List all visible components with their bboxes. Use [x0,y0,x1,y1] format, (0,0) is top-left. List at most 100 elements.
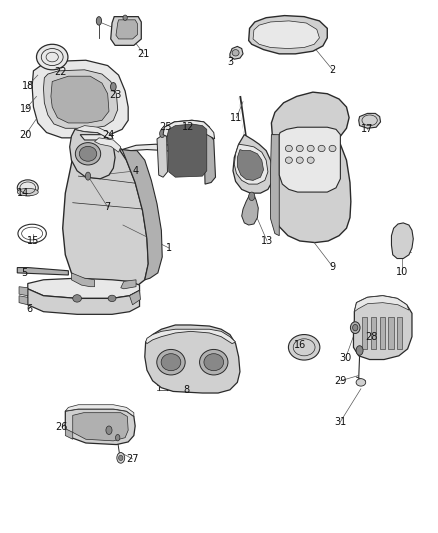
Ellipse shape [350,322,360,334]
Text: 4: 4 [133,166,139,176]
Polygon shape [73,413,128,441]
Polygon shape [249,15,327,54]
Polygon shape [65,429,73,439]
Polygon shape [51,76,109,123]
Polygon shape [63,135,148,289]
Ellipse shape [85,172,91,180]
Polygon shape [234,144,268,184]
Ellipse shape [286,146,292,152]
Ellipse shape [356,346,363,356]
Polygon shape [380,317,385,349]
Polygon shape [65,405,134,416]
Text: 31: 31 [334,417,346,427]
Text: 13: 13 [261,236,273,246]
Ellipse shape [307,157,314,164]
Text: 7: 7 [105,202,111,212]
Polygon shape [19,296,28,305]
Polygon shape [122,150,162,280]
Text: 27: 27 [126,454,139,464]
Text: 12: 12 [182,122,194,132]
Polygon shape [272,92,349,144]
Text: 24: 24 [102,130,114,140]
Polygon shape [111,17,141,45]
Ellipse shape [110,83,116,91]
Ellipse shape [108,295,116,302]
Polygon shape [242,193,258,225]
Text: 30: 30 [339,353,352,363]
Text: 14: 14 [17,188,29,198]
Polygon shape [130,290,141,305]
Polygon shape [237,150,264,180]
Ellipse shape [36,44,68,70]
Ellipse shape [200,350,228,375]
Text: 17: 17 [361,124,374,134]
Ellipse shape [353,325,358,331]
Ellipse shape [117,453,125,463]
Ellipse shape [159,130,165,138]
Ellipse shape [119,455,123,461]
Polygon shape [95,138,121,152]
Text: 9: 9 [329,262,336,271]
Ellipse shape [249,192,255,200]
Polygon shape [19,287,28,296]
Text: 21: 21 [138,49,150,59]
Ellipse shape [288,335,320,360]
Text: 5: 5 [21,268,28,278]
Ellipse shape [232,50,239,56]
Ellipse shape [96,17,102,25]
Ellipse shape [17,188,38,196]
Polygon shape [28,289,140,314]
Polygon shape [271,135,279,236]
Text: 23: 23 [109,90,121,100]
Ellipse shape [286,157,292,164]
Ellipse shape [307,146,314,152]
Polygon shape [65,409,135,445]
Polygon shape [145,325,240,393]
Polygon shape [230,46,243,59]
Text: 20: 20 [19,130,32,140]
Polygon shape [146,329,236,344]
Text: 19: 19 [19,104,32,114]
Polygon shape [163,120,215,139]
Text: 16: 16 [293,340,306,350]
Polygon shape [362,317,367,349]
Polygon shape [397,317,403,349]
Polygon shape [392,223,413,259]
Polygon shape [389,317,394,349]
Ellipse shape [79,147,97,161]
Polygon shape [116,20,138,39]
Polygon shape [121,280,136,289]
Text: 15: 15 [27,236,39,246]
Polygon shape [43,70,118,128]
Polygon shape [167,124,207,177]
Ellipse shape [329,146,336,152]
Ellipse shape [106,426,112,434]
Polygon shape [204,127,215,184]
Text: 25: 25 [159,122,172,132]
Text: 29: 29 [334,376,346,386]
Polygon shape [359,114,381,128]
Ellipse shape [318,146,325,152]
Polygon shape [354,296,409,312]
Ellipse shape [356,378,366,386]
Polygon shape [28,278,140,298]
Text: 1: 1 [166,243,172,253]
Ellipse shape [123,15,127,20]
Text: 26: 26 [56,422,68,432]
Polygon shape [253,21,319,49]
Text: 11: 11 [230,112,243,123]
Polygon shape [279,127,340,192]
Polygon shape [233,135,274,193]
Text: 2: 2 [329,65,336,75]
Ellipse shape [17,180,38,196]
Ellipse shape [116,434,120,441]
Polygon shape [71,273,95,287]
Ellipse shape [296,146,303,152]
Text: 28: 28 [365,332,377,342]
Polygon shape [353,296,412,360]
Ellipse shape [73,295,81,302]
Polygon shape [17,268,68,275]
Polygon shape [272,135,351,243]
Text: 3: 3 [227,57,233,67]
Polygon shape [32,60,128,138]
